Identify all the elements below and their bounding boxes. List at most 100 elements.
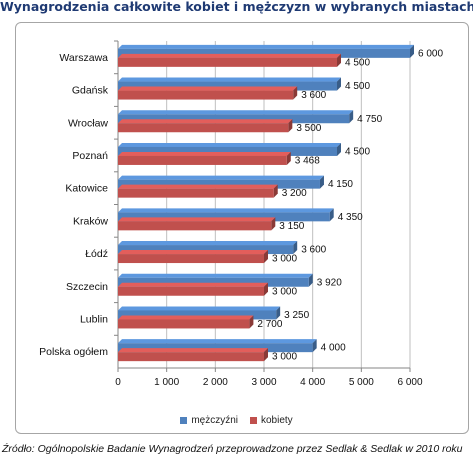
data-label: 3 000: [272, 352, 297, 363]
bar-top-face: [118, 282, 268, 287]
legend-item: kobiety: [250, 415, 293, 426]
data-label: 3 000: [272, 254, 297, 265]
bar-men: [118, 48, 410, 58]
data-label: 3 150: [279, 221, 304, 232]
bar-top-face: [118, 44, 414, 49]
bar-women: [118, 286, 264, 296]
bar-side-face: [329, 208, 334, 222]
data-label: 4 500: [345, 81, 370, 92]
data-label: 3 600: [301, 90, 326, 101]
bar-side-face: [264, 250, 268, 264]
bar-side-face: [337, 53, 341, 67]
bar-top-face: [118, 273, 313, 278]
bar-top-face: [118, 348, 268, 353]
data-label: 4 500: [345, 146, 370, 157]
bar-top-face: [118, 175, 324, 180]
bar-side-face: [337, 142, 341, 156]
bar-men: [118, 310, 277, 320]
bar-side-face: [312, 339, 317, 353]
category-label: Gdańsk: [72, 85, 109, 97]
bar-women: [118, 123, 289, 133]
source-note: Źródło: Ogólnopolskie Badanie Wynagrodze…: [2, 443, 463, 455]
legend-label: mężczyźni: [191, 415, 238, 426]
x-tick-label: 1 000: [154, 377, 179, 388]
x-tick-label: 0: [115, 377, 121, 388]
bar-women: [118, 319, 250, 329]
bar-men: [118, 146, 337, 156]
bar-women: [118, 57, 337, 67]
bar-men: [118, 343, 313, 353]
bar-side-face: [308, 273, 313, 287]
bar-top-face: [118, 315, 254, 320]
data-label: 3 250: [284, 310, 309, 321]
bar-side-face: [276, 306, 281, 320]
category-label: Wrocław: [68, 117, 108, 129]
x-tick-label: 4 000: [300, 377, 325, 388]
legend-swatch: [250, 417, 257, 424]
bar-women: [118, 188, 274, 198]
bar-side-face: [337, 77, 341, 91]
bar-side-face: [319, 175, 324, 189]
data-label: 4 150: [328, 179, 353, 190]
data-label: 3 920: [317, 277, 342, 288]
data-label: 3 500: [296, 123, 321, 134]
bar-men: [118, 179, 320, 189]
bar-women: [118, 352, 264, 362]
bar-top-face: [118, 241, 298, 246]
bar-side-face: [264, 348, 268, 362]
bar-top-face: [118, 306, 281, 311]
bar-side-face: [271, 217, 276, 231]
data-label: 4 000: [321, 343, 346, 354]
bar-women: [118, 221, 272, 231]
data-label: 4 350: [338, 212, 363, 223]
x-tick-label: 5 000: [349, 377, 374, 388]
data-label: 2 700: [257, 319, 282, 330]
data-label: 3 200: [282, 188, 307, 199]
bar-women: [118, 155, 287, 165]
x-tick-label: 2 000: [203, 377, 228, 388]
bar-women: [118, 254, 264, 264]
category-label: Katowice: [65, 183, 108, 195]
legend-swatch: [180, 417, 188, 424]
bar-men: [118, 245, 294, 255]
bar-top-face: [118, 142, 341, 147]
data-label: 3 000: [272, 286, 297, 297]
bar-side-face: [249, 315, 254, 329]
category-label: Kraków: [73, 215, 108, 227]
bar-top-face: [118, 250, 268, 255]
chart-title: Wynagrodzenia całkowite kobiet i mężczyz…: [0, 0, 473, 14]
bar-top-face: [118, 110, 354, 115]
bar-top-face: [118, 77, 341, 82]
bar-top-face: [118, 119, 293, 124]
bar-chart: 0 1 000 2 000 3 000 4 000 5 000 6 000 Warszawa 6…: [39, 40, 443, 388]
bar-side-face: [410, 44, 414, 58]
category-label: Warszawa: [59, 52, 108, 64]
bar-top-face: [118, 53, 341, 58]
bar-side-face: [264, 282, 268, 296]
bar-side-face: [293, 86, 298, 100]
bar-side-face: [349, 110, 354, 124]
chart-legend: mężczyźni kobiety: [0, 415, 473, 427]
legend-label: kobiety: [261, 415, 293, 426]
category-label: Lublin: [80, 313, 108, 325]
data-label: 3 600: [301, 245, 326, 256]
bar-top-face: [118, 184, 278, 189]
bar-side-face: [293, 241, 298, 255]
bar-top-face: [118, 151, 291, 156]
bar-men: [118, 212, 330, 222]
data-label: 6 000: [418, 48, 443, 59]
bar-side-face: [288, 119, 293, 133]
data-label: 4 750: [357, 114, 382, 125]
bar-women: [118, 90, 294, 100]
bar-top-face: [118, 208, 334, 213]
data-label: 3 468: [295, 155, 320, 166]
legend-item: mężczyźni: [180, 415, 238, 426]
bar-men: [118, 114, 350, 124]
bar-men: [118, 277, 309, 287]
category-label: Szczecin: [66, 281, 108, 293]
category-label: Poznań: [72, 150, 108, 162]
data-label: 4 500: [345, 57, 370, 68]
bar-top-face: [118, 217, 276, 222]
bar-top-face: [118, 86, 298, 91]
bar-side-face: [273, 184, 278, 198]
